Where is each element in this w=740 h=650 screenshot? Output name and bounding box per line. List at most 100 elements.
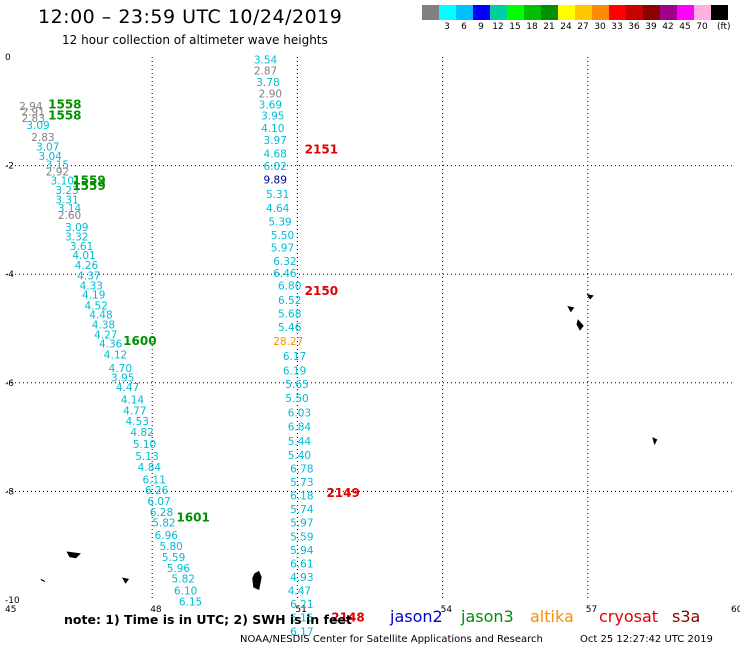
legend-swatch	[677, 5, 694, 20]
island-shape	[252, 570, 262, 590]
wave-height-value: 2.83	[22, 113, 45, 125]
wave-height-value: 3.32	[65, 232, 88, 244]
wave-height-value: 6.15	[290, 613, 313, 625]
wave-height-value: 3.15	[46, 159, 69, 171]
legend-swatch	[490, 5, 507, 20]
wave-height-value: 4.36	[99, 339, 123, 351]
satellite-legend-jason3: jason3	[461, 607, 514, 626]
satellite-legend-jason2: jason2	[390, 607, 443, 626]
legend-swatch	[660, 5, 677, 20]
wave-height-value: 3.14	[58, 203, 82, 215]
wave-height-value: 5.94	[290, 545, 314, 557]
x-tick-label: 54	[441, 605, 453, 615]
wave-height-value: 3.31	[55, 195, 78, 207]
wave-height-value: 5.73	[290, 477, 313, 489]
wave-height-value: 4.52	[84, 300, 107, 312]
legend-swatch-label: 18	[526, 22, 538, 32]
pass-time-label: 1600	[123, 334, 156, 348]
legend-swatch-label: 70	[696, 22, 708, 32]
wave-height-value: 2.91	[22, 107, 45, 119]
wave-height-value: 5.40	[288, 450, 311, 462]
wave-height-value: 2.90	[259, 89, 282, 101]
wave-height-value: 6.84	[288, 422, 312, 434]
legend-swatch	[541, 5, 558, 20]
wave-height-value: 6.96	[155, 530, 179, 542]
legend-swatch-label: 21	[543, 22, 555, 32]
island-shape	[567, 305, 575, 313]
legend-swatch-label: 42	[662, 22, 674, 32]
wave-height-value: 9.89	[264, 175, 287, 187]
legend-swatch	[439, 5, 456, 20]
legend-swatch	[609, 5, 626, 20]
wave-height-value: 6.78	[290, 463, 313, 475]
wave-height-value: 3.09	[65, 222, 88, 234]
wave-height-value: 5.65	[285, 379, 308, 391]
legend-swatch	[456, 5, 473, 20]
wave-height-value: 5.74	[290, 504, 314, 516]
legend-swatch-label: 12	[492, 22, 504, 32]
wave-height-value: 3.95	[261, 110, 284, 122]
legend-swatch-label: 39	[645, 22, 657, 32]
wave-height-value: 6.52	[278, 295, 301, 307]
wave-height-value: 5.80	[159, 541, 182, 553]
wave-height-value: 6.19	[283, 366, 306, 378]
wave-height-value: 5.59	[162, 552, 185, 564]
pass-time-label: 1559	[72, 174, 105, 188]
island-shape	[40, 578, 46, 583]
wave-height-value: 4.47	[288, 586, 311, 598]
x-tick-label: 57	[586, 605, 597, 615]
wave-height-value: 4.84	[138, 462, 162, 474]
legend-swatch	[507, 5, 524, 20]
wave-height-value: 28.27	[273, 336, 303, 348]
wave-height-value: 5.96	[167, 563, 191, 575]
satellite-legend-s3a: s3a	[672, 607, 701, 626]
wave-height-value: 4.33	[80, 280, 103, 292]
wave-height-value: 6.21	[290, 599, 313, 611]
wave-height-value: 5.97	[271, 242, 294, 254]
satellite-legend-cryosat: cryosat	[599, 607, 659, 626]
wave-height-value: 3.69	[259, 100, 282, 112]
legend-swatch	[694, 5, 711, 20]
wave-height-value: 2.94	[19, 101, 43, 113]
pass-time-label: 1558	[48, 108, 81, 122]
legend-swatch	[524, 5, 541, 20]
wave-height-value: 5.82	[172, 574, 195, 586]
pass-time-label: 2151	[305, 143, 338, 157]
wave-height-value: 4.27	[94, 329, 117, 341]
island-shape	[121, 577, 130, 584]
pass-time-label: 1559	[72, 179, 105, 193]
legend-swatch	[592, 5, 609, 20]
wave-height-value: 6.18	[290, 491, 313, 503]
wave-height-value: 6.11	[143, 474, 166, 486]
y-tick-label: -10	[5, 596, 20, 606]
x-tick-label: 45	[5, 605, 16, 615]
legend-swatch	[558, 5, 575, 20]
wave-height-value: 5.39	[268, 216, 291, 228]
wave-height-value: 4.70	[109, 363, 132, 375]
wave-height-value: 5.82	[152, 518, 175, 530]
map-title: 12:00 – 23:59 UTC 10/24/2019	[38, 6, 343, 28]
wave-height-value: 4.68	[264, 148, 287, 160]
wave-height-value: 2.83	[31, 132, 54, 144]
wave-height-value: 6.03	[288, 407, 311, 419]
wave-height-value: 5.44	[288, 436, 312, 448]
island-shape	[586, 293, 594, 300]
credit-text: NOAA/NESDIS Center for Satellite Applica…	[240, 634, 543, 645]
wave-height-value: 6.26	[145, 485, 169, 497]
wave-height-value: 3.97	[264, 135, 287, 147]
wave-height-value: 6.17	[283, 351, 306, 363]
wave-height-value: 3.04	[38, 151, 62, 163]
pass-time-label: 2148	[331, 611, 364, 625]
legend-swatch	[422, 5, 439, 20]
wave-height-value: 3.95	[111, 373, 134, 385]
legend-unit-label: (ft)	[717, 22, 731, 32]
satellite-legend-altika: altika	[530, 607, 574, 626]
wave-height-value: 2.87	[254, 65, 277, 77]
legend-swatch-label: 27	[577, 22, 589, 32]
wave-height-value: 6.46	[273, 268, 297, 280]
wave-height-value: 3.09	[26, 120, 49, 132]
wave-height-value: 4.37	[77, 271, 100, 283]
wave-height-value: 6.61	[290, 558, 313, 570]
pass-time-label: 1601	[176, 510, 209, 524]
wave-height-value: 4.19	[82, 290, 105, 302]
